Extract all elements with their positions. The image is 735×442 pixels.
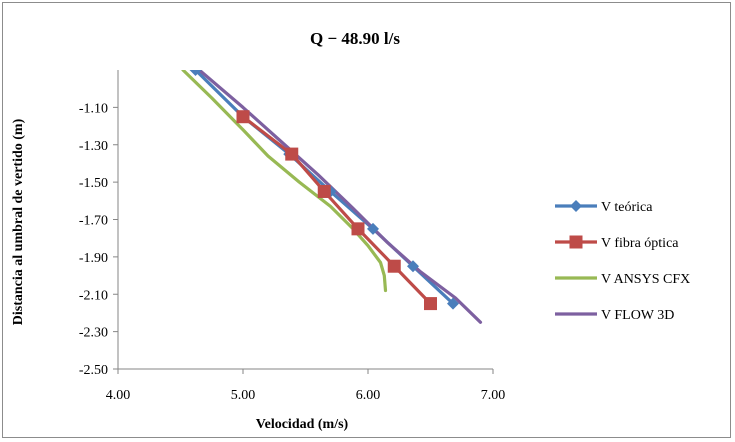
- series-line: [241, 115, 433, 306]
- y-tick-label: -2.30: [79, 326, 108, 341]
- x-axis-title: Velocidad (m/s): [256, 417, 349, 432]
- y-tick-label: -2.10: [79, 288, 108, 303]
- data-point-square: [236, 110, 250, 124]
- x-tick-label: 7.00: [481, 388, 506, 403]
- legend-label: V teórica: [601, 200, 653, 215]
- data-point-square: [317, 184, 331, 198]
- axes: 4.00 5.00 6.00 7.00 -1.10 -1.30 -1.50 -1.70 -1.9…: [79, 70, 505, 403]
- plot-area: [181, 70, 483, 324]
- data-point-square: [351, 222, 365, 236]
- y-tick-label: -1.70: [79, 214, 108, 229]
- legend-marker-square: [569, 235, 583, 249]
- series-line: [181, 70, 388, 293]
- y-tick-label: -1.30: [79, 139, 108, 154]
- data-point-square: [387, 259, 401, 273]
- x-tick-label: 4.00: [106, 388, 131, 403]
- series-line: [197, 70, 483, 324]
- y-tick-label: -2.50: [79, 363, 108, 378]
- legend: V teórica V fibra óptica V ANSYS CFX V FLOW…: [555, 200, 690, 323]
- legend-label: V FLOW 3D: [601, 308, 674, 323]
- y-tick-label: -1.50: [79, 176, 108, 191]
- series-group: [181, 70, 483, 324]
- data-point-square: [424, 297, 437, 311]
- x-tick-label: 5.00: [231, 388, 256, 403]
- legend-marker-diamond: [570, 200, 582, 212]
- y-tick-label: -1.90: [79, 251, 108, 266]
- data-point-diamond: [189, 70, 202, 76]
- x-tick-label: 6.00: [356, 388, 381, 403]
- data-point-diamond: [367, 222, 379, 235]
- data-point-square: [285, 147, 299, 161]
- data-point-diamond: [447, 297, 459, 310]
- chart-title: Q − 48.90 l/s: [310, 29, 400, 48]
- legend-label: V ANSYS CFX: [601, 272, 690, 287]
- y-tick-label: -1.10: [79, 101, 108, 116]
- y-axis-title: Distancia al umbral de vertido (m): [11, 118, 26, 325]
- legend-label: V fibra óptica: [601, 236, 679, 251]
- data-point-diamond: [407, 260, 419, 273]
